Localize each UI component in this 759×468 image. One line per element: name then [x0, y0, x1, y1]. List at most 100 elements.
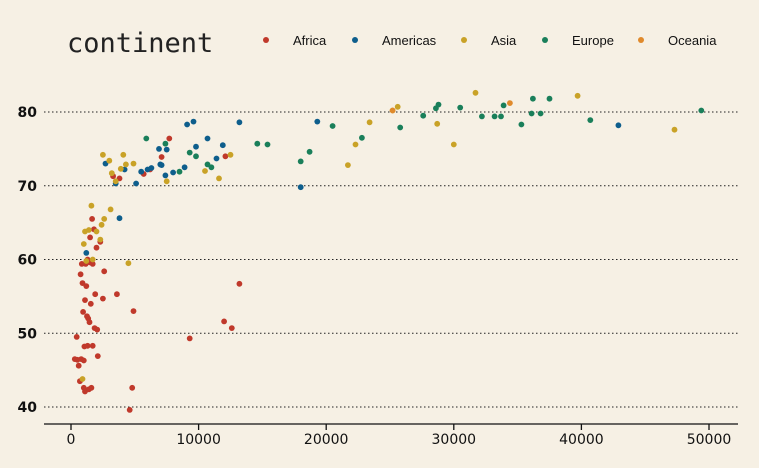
legend-label-europe: Europe — [572, 33, 614, 48]
point-asia — [120, 151, 127, 158]
point-americas — [158, 162, 165, 169]
legend: continent Africa Americas Asia Europe Oceani… — [67, 28, 717, 59]
point-europe — [420, 112, 427, 119]
point-americas — [297, 184, 304, 191]
point-americas — [162, 172, 169, 179]
point-africa — [236, 280, 243, 287]
x-tick-label: 20000 — [304, 432, 349, 448]
legend-marker-europe — [542, 37, 548, 43]
point-africa — [93, 244, 100, 251]
point-africa — [126, 407, 133, 413]
point-africa — [158, 154, 165, 160]
point-asia — [671, 126, 678, 133]
point-europe — [435, 101, 442, 108]
point-americas — [193, 143, 199, 150]
point-asia — [106, 157, 113, 164]
point-americas — [133, 180, 140, 187]
legend-label-africa: Africa — [293, 33, 327, 48]
point-africa — [84, 342, 91, 349]
point-africa — [86, 319, 93, 326]
point-asia — [130, 160, 137, 167]
legend-label-asia: Asia — [491, 33, 517, 48]
point-asia — [202, 168, 208, 174]
point-africa — [222, 153, 229, 160]
y-tick-label: 70 — [18, 179, 38, 195]
point-asia — [574, 92, 581, 99]
point-americas — [181, 164, 188, 171]
point-americas — [116, 215, 123, 222]
point-europe — [587, 117, 594, 123]
point-americas — [148, 165, 155, 171]
axes: 0 10000 20000 30000 40000 50000 40 50 60 70 80 — [18, 105, 738, 448]
point-americas — [615, 122, 622, 129]
point-asia — [79, 376, 86, 382]
point-europe — [143, 135, 150, 142]
point-europe — [546, 95, 553, 102]
point-asia — [450, 141, 457, 148]
legend-label-americas: Americas — [382, 33, 437, 48]
point-africa — [87, 234, 93, 241]
point-asia — [97, 236, 104, 243]
point-americas — [219, 142, 226, 149]
point-europe — [698, 107, 705, 114]
point-americas — [170, 169, 177, 176]
point-africa — [73, 334, 80, 340]
point-asia — [86, 227, 92, 233]
point-americas — [190, 118, 197, 125]
point-europe — [186, 149, 193, 156]
y-tick-label: 40 — [18, 400, 38, 416]
point-europe — [162, 140, 169, 147]
point-americas — [83, 250, 90, 256]
point-asia — [98, 221, 105, 228]
point-asia — [89, 256, 96, 263]
point-africa — [89, 216, 95, 222]
point-asia — [117, 165, 124, 172]
point-europe — [329, 123, 336, 129]
point-africa — [221, 318, 228, 325]
point-africa — [186, 335, 193, 342]
point-asia — [101, 216, 108, 222]
point-asia — [88, 202, 95, 209]
point-asia — [227, 151, 234, 158]
point-asia — [112, 178, 119, 185]
point-africa — [89, 261, 96, 267]
point-asia — [123, 161, 129, 168]
point-europe — [528, 110, 535, 117]
x-tick-label: 0 — [67, 432, 76, 448]
y-tick-label: 60 — [18, 253, 38, 269]
point-africa — [101, 268, 108, 275]
point-oceania — [507, 100, 513, 106]
point-asia — [216, 175, 222, 182]
point-europe — [254, 140, 261, 147]
point-americas — [213, 155, 220, 162]
x-tick-label: 10000 — [176, 432, 221, 448]
point-europe — [397, 124, 404, 131]
point-europe — [193, 153, 199, 160]
point-asia — [366, 119, 373, 126]
point-africa — [129, 384, 136, 391]
legend-marker-americas — [352, 37, 358, 43]
point-asia — [434, 120, 441, 127]
point-americas — [204, 135, 211, 142]
point-europe — [518, 121, 525, 128]
x-tick-label: 30000 — [432, 432, 477, 448]
point-asia — [472, 89, 479, 96]
legend-title: continent — [67, 28, 213, 59]
legend-marker-oceania — [638, 37, 644, 43]
point-europe — [498, 113, 504, 120]
point-africa — [89, 342, 96, 349]
point-asia — [107, 206, 114, 213]
point-oceania — [389, 107, 396, 114]
point-africa — [82, 297, 88, 303]
point-americas — [156, 146, 162, 152]
point-africa — [166, 135, 173, 142]
point-europe — [457, 104, 464, 111]
point-africa — [94, 353, 101, 359]
point-africa — [228, 325, 235, 331]
point-africa — [100, 295, 106, 302]
point-asia — [83, 258, 90, 264]
point-africa — [94, 326, 101, 333]
legend-label-oceania: Oceania — [668, 33, 717, 48]
point-americas — [236, 119, 243, 126]
point-europe — [176, 168, 183, 175]
